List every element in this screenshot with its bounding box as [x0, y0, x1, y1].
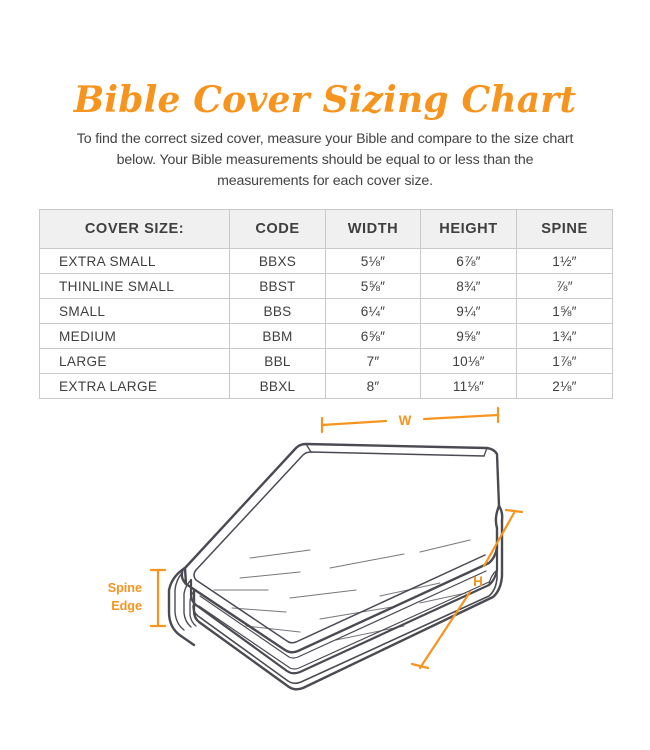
height-tick-bottom — [410, 662, 430, 670]
cell-width: 6⅝″ — [325, 323, 421, 349]
cell-width: 7″ — [325, 348, 421, 374]
cell-width: 6¼″ — [325, 298, 421, 324]
column-header-code: CODE — [229, 209, 326, 249]
table-row: EXTRA LARGE BBXL 8″ 11⅛″ 2⅛″ — [39, 373, 613, 399]
spine-dimension — [149, 568, 167, 628]
cell-height: 6⅞″ — [420, 248, 517, 274]
width-dimension — [320, 406, 500, 434]
cell-spine: 1½″ — [516, 248, 613, 274]
height-dimension — [410, 508, 524, 670]
cell-code: BBXS — [229, 248, 326, 274]
table-row: LARGE BBL 7″ 10⅛″ 1⅞″ — [39, 348, 613, 374]
cell-code: BBM — [229, 323, 326, 349]
table-header-row: COVER SIZE: CODE WIDTH HEIGHT SPINE — [39, 209, 613, 249]
cell-cover-size: MEDIUM — [39, 323, 230, 349]
column-header-height: HEIGHT — [420, 209, 517, 249]
table-row: THINLINE SMALL BBST 5⅝″ 8¾″ ⅞″ — [39, 273, 613, 299]
cell-width: 5⅛″ — [325, 248, 421, 274]
cell-code: BBST — [229, 273, 326, 299]
width-line-right — [422, 413, 500, 421]
spine-label-line-1: Spine — [108, 581, 142, 595]
cell-cover-size: EXTRA SMALL — [39, 248, 230, 274]
cell-cover-size: SMALL — [39, 298, 230, 324]
cell-spine: ⅞″ — [516, 273, 613, 299]
cell-code: BBL — [229, 348, 326, 374]
cell-height: 11⅛″ — [420, 373, 517, 399]
cell-width: 5⅝″ — [325, 273, 421, 299]
width-label: W — [399, 413, 412, 428]
cell-height: 9⅝″ — [420, 323, 517, 349]
table-row: EXTRA SMALL BBXS 5⅛″ 6⅞″ 1½″ — [39, 248, 613, 274]
cell-cover-size: LARGE — [39, 348, 230, 374]
column-header-spine: SPINE — [516, 209, 613, 249]
width-line-left — [320, 419, 388, 427]
cell-height: 10⅛″ — [420, 348, 517, 374]
page-title: Bible Cover Sizing Chart — [73, 79, 577, 121]
height-tick-top — [504, 508, 524, 514]
cell-height: 9¼″ — [420, 298, 517, 324]
cell-spine: 1⅝″ — [516, 298, 613, 324]
table-row: MEDIUM BBM 6⅝″ 9⅝″ 1¾″ — [39, 323, 613, 349]
cell-spine: 2⅛″ — [516, 373, 613, 399]
spine-label-line-2: Edge — [111, 599, 142, 613]
cell-width: 8″ — [325, 373, 421, 399]
column-header-cover-size: COVER SIZE: — [39, 209, 230, 249]
cell-code: BBXL — [229, 373, 326, 399]
cell-cover-size: EXTRA LARGE — [39, 373, 230, 399]
cell-code: BBS — [229, 298, 326, 324]
cell-cover-size: THINLINE SMALL — [39, 273, 230, 299]
table-row: SMALL BBS 6¼″ 9¼″ 1⅝″ — [39, 298, 613, 324]
column-header-width: WIDTH — [325, 209, 421, 249]
book-illustration — [167, 442, 504, 691]
sizing-table: COVER SIZE: CODE WIDTH HEIGHT SPINE EXTR… — [39, 209, 613, 399]
book-diagram: W H Spine Edge — [0, 400, 650, 730]
page-subtitle: To find the correct sized cover, measure… — [76, 131, 574, 189]
cell-spine: 1¾″ — [516, 323, 613, 349]
cell-height: 8¾″ — [420, 273, 517, 299]
height-label: H — [473, 574, 483, 589]
height-line-upper — [482, 511, 516, 568]
cell-spine: 1⅞″ — [516, 348, 613, 374]
height-line-lower — [418, 590, 472, 670]
